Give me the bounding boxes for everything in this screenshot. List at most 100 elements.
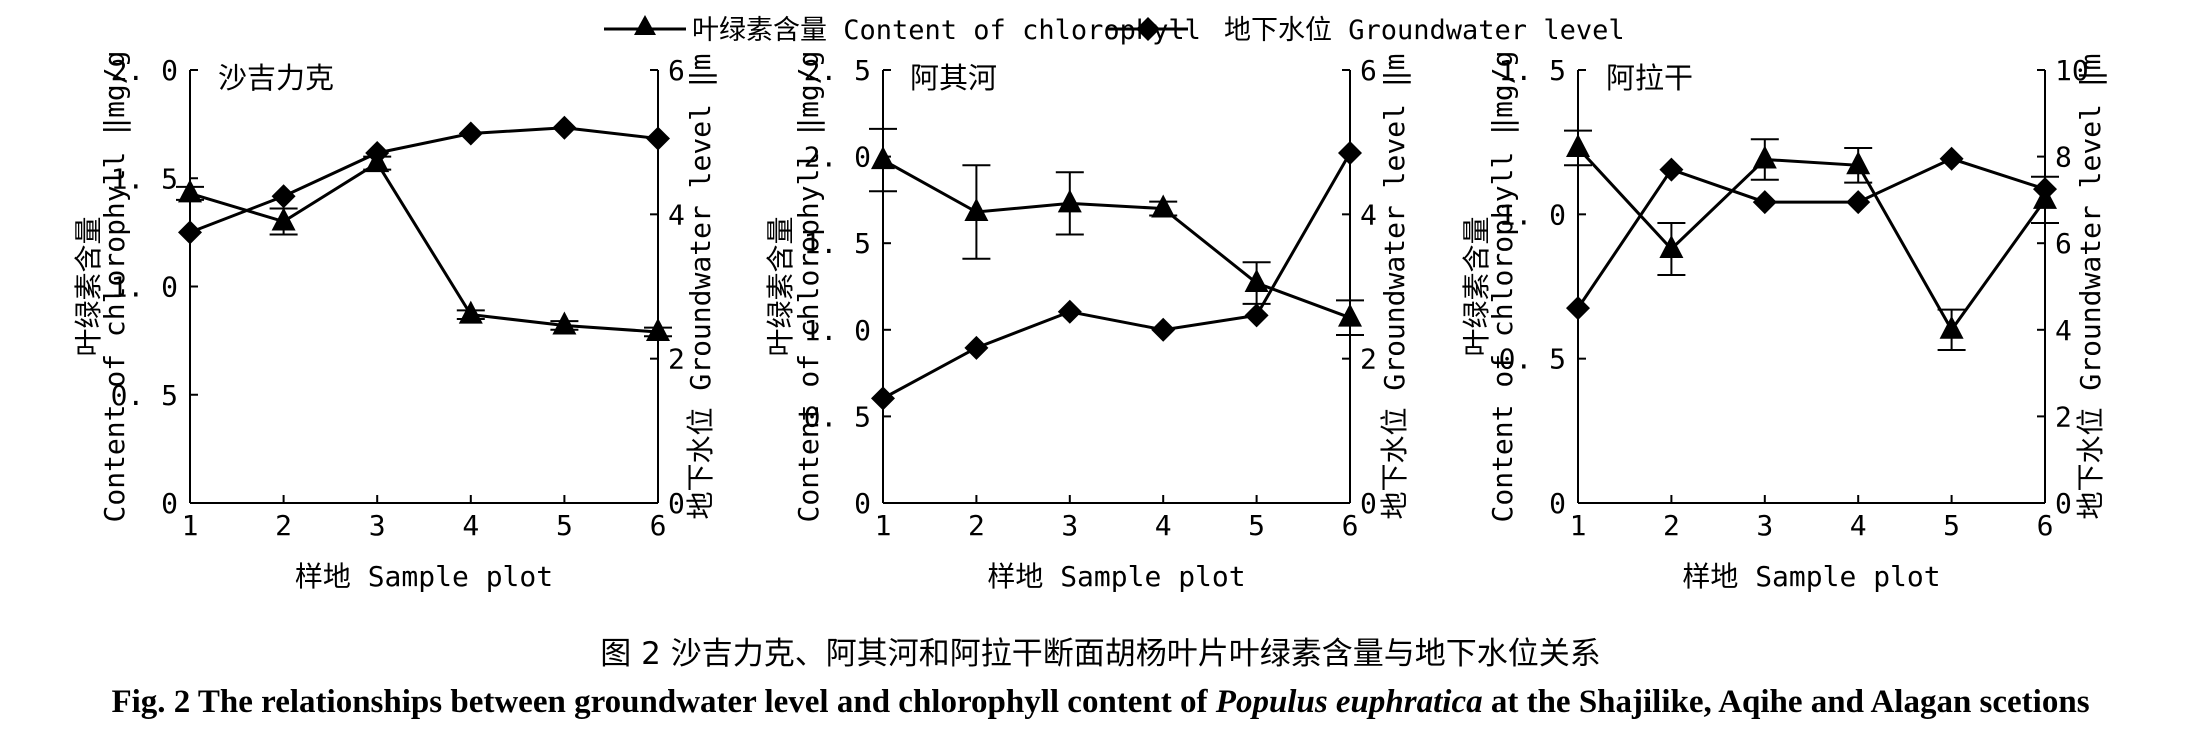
y-left-label-chinese: 叶绿素含量 bbox=[764, 216, 797, 356]
x-tick-label: 2 bbox=[1663, 509, 1680, 542]
groundwater-point bbox=[964, 335, 989, 360]
x-tick-label: 3 bbox=[369, 509, 386, 542]
groundwater-point bbox=[1566, 296, 1590, 321]
chlorophyll-point bbox=[1151, 194, 1176, 218]
panel-title: 阿其河 bbox=[910, 61, 997, 95]
y-right-tick-label: 4 bbox=[668, 198, 685, 231]
x-tick-label: 3 bbox=[1061, 509, 1078, 542]
x-tick-label: 5 bbox=[556, 509, 573, 542]
y-right-tick-label: 0 bbox=[2055, 487, 2072, 520]
x-tick-label: 1 bbox=[182, 509, 199, 542]
y-right-tick-label: 8 bbox=[2055, 141, 2072, 174]
groundwater-point bbox=[646, 126, 670, 151]
chlorophyll-point bbox=[871, 146, 895, 170]
legend-diamond-marker bbox=[1136, 17, 1160, 41]
chlorophyll-point bbox=[1244, 269, 1269, 293]
chlorophyll-point bbox=[271, 207, 296, 231]
chlorophyll-point bbox=[1057, 189, 1082, 213]
groundwater-point bbox=[1846, 190, 1871, 215]
y-left-tick-label: 1. 0 bbox=[1499, 198, 1566, 231]
x-tick-label: 4 bbox=[1155, 509, 1172, 542]
y-right-tick-label: 6 bbox=[2055, 227, 2072, 260]
groundwater-point bbox=[1659, 157, 1684, 182]
y-left-label-english: Content of chlorophyll ‖mg/g bbox=[98, 50, 131, 522]
groundwater-point bbox=[1057, 299, 1082, 324]
x-axis-label: 样地 Sample plot bbox=[1682, 560, 1940, 593]
x-tick-label: 1 bbox=[875, 509, 892, 542]
y-left-tick-label: 2. 0 bbox=[804, 141, 871, 174]
y-left-tick-label: 0. 5 bbox=[1499, 343, 1566, 376]
chlorophyll-point bbox=[646, 317, 670, 341]
y-left-label-chinese: 叶绿素含量 bbox=[1460, 216, 1493, 356]
groundwater-point bbox=[271, 184, 296, 209]
legend-groundwater-label: 地下水位 Groundwater level bbox=[1224, 15, 1625, 46]
x-axis-label: 样地 Sample plot bbox=[987, 560, 1245, 593]
figure-caption-english: Fig. 2 The relationships between groundw… bbox=[0, 684, 2201, 721]
figure-caption-chinese: 图 2 沙吉力克、阿其河和阿拉干断面胡杨叶片叶绿素含量与地下水位关系 bbox=[600, 636, 1601, 672]
groundwater-point bbox=[1752, 190, 1777, 215]
caption-en-suffix: at the Shajilike, Aqihe and Alagan sceti… bbox=[1482, 684, 2090, 720]
x-tick-label: 4 bbox=[1850, 509, 1867, 542]
groundwater-point bbox=[552, 115, 577, 140]
chlorophyll-point bbox=[1752, 145, 1777, 169]
caption-en-prefix: Fig. 2 The relationships between groundw… bbox=[111, 684, 1216, 720]
groundwater-point bbox=[178, 220, 202, 245]
x-tick-label: 2 bbox=[968, 509, 985, 542]
y-right-tick-label: 2 bbox=[2055, 400, 2072, 433]
y-left-label-chinese: 叶绿素含量 bbox=[72, 216, 105, 356]
panel-title: 沙吉力克 bbox=[218, 61, 334, 95]
groundwater-point bbox=[871, 386, 895, 411]
caption-en-species: Populus euphratica bbox=[1215, 684, 1483, 720]
y-left-tick-label: 2. 5 bbox=[804, 54, 871, 87]
y-left-tick-label: 1. 5 bbox=[1499, 54, 1566, 87]
x-tick-label: 3 bbox=[1756, 509, 1773, 542]
chlorophyll-point bbox=[1939, 315, 1964, 339]
series-line-chlorophyll bbox=[189, 161, 659, 334]
series-line-groundwater bbox=[189, 126, 659, 234]
y-right-label: 地下水位 Groundwater level ‖m bbox=[1378, 53, 1411, 519]
y-left-tick-label: 0. 5 bbox=[111, 379, 178, 412]
groundwater-point bbox=[2033, 177, 2057, 202]
series-line-chlorophyll bbox=[1576, 146, 2047, 333]
y-left-tick-label: 1. 5 bbox=[111, 162, 178, 195]
groundwater-point bbox=[1244, 303, 1269, 328]
panel-title: 阿拉干 bbox=[1606, 61, 1693, 95]
y-right-tick-label: 0 bbox=[1360, 487, 1377, 520]
x-tick-label: 5 bbox=[1943, 509, 1960, 542]
y-left-tick-label: 2. 0 bbox=[111, 54, 178, 87]
chlorophyll-point bbox=[458, 300, 483, 324]
y-right-tick-label: 0 bbox=[668, 487, 685, 520]
groundwater-point bbox=[1338, 140, 1362, 165]
y-right-tick-label: 4 bbox=[2055, 314, 2072, 347]
y-left-tick-label: 1. 5 bbox=[804, 227, 871, 260]
y-left-tick-label: 0. 5 bbox=[804, 400, 871, 433]
legend-triangle-marker bbox=[634, 15, 656, 35]
x-tick-label: 6 bbox=[2037, 509, 2054, 542]
y-right-tick-label: 6 bbox=[1360, 54, 1377, 87]
y-left-tick-label: 0 bbox=[1549, 487, 1566, 520]
chlorophyll-point bbox=[552, 311, 577, 335]
chlorophyll-point bbox=[1338, 303, 1362, 327]
chlorophyll-point bbox=[964, 198, 989, 222]
y-left-label-english: Content of chlorophyll ‖mg/g bbox=[792, 50, 825, 522]
series-line-groundwater bbox=[1576, 157, 2046, 309]
chlorophyll-point bbox=[1566, 133, 1590, 157]
y-right-label: 地下水位 Groundwater level ‖m bbox=[684, 53, 717, 519]
y-right-tick-label: 10 bbox=[2055, 54, 2089, 87]
y-left-tick-label: 0 bbox=[854, 487, 871, 520]
chlorophyll-point bbox=[1659, 234, 1684, 258]
y-right-tick-label: 2 bbox=[668, 343, 685, 376]
x-tick-label: 4 bbox=[462, 509, 479, 542]
series-line-groundwater bbox=[882, 152, 1352, 400]
chlorophyll-point bbox=[178, 179, 202, 203]
y-left-label-english: Content of chlorophyll ‖mg/g bbox=[1486, 50, 1519, 522]
y-right-tick-label: 2 bbox=[1360, 343, 1377, 376]
y-right-label: 地下水位 Groundwater level ‖m bbox=[2074, 53, 2107, 519]
y-left-tick-label: 1. 0 bbox=[111, 271, 178, 304]
x-axis-label: 样地 Sample plot bbox=[295, 560, 553, 593]
